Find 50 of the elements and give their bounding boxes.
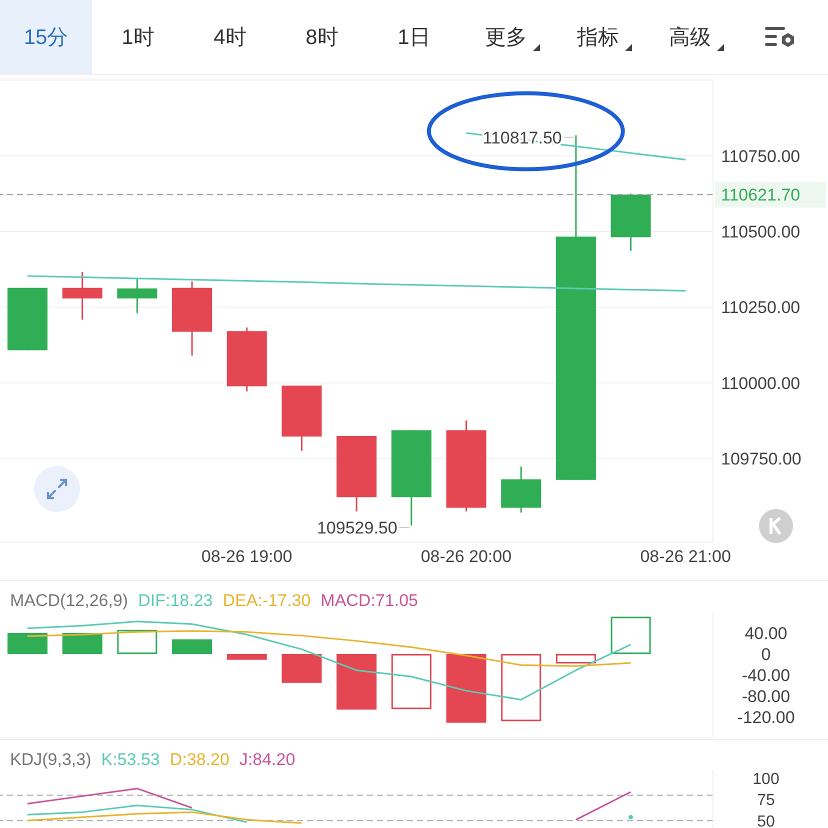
y-tick-label: 110000.00 (721, 374, 800, 393)
line-series (26, 275, 686, 292)
chart-title: KDJ(9,3,3) (10, 750, 92, 770)
x-tick-label: 08-26 21:00 (640, 547, 731, 566)
chart-title: MACD(12,26,9) (10, 591, 128, 611)
bar (391, 654, 432, 710)
text: 指标 (577, 25, 619, 51)
x-tick-label: 08-26 19:00 (201, 547, 292, 566)
text: D:38.20 (170, 750, 230, 770)
ref-line-label: 110621.70 (721, 186, 800, 205)
text: 8时 (306, 25, 338, 51)
bar (117, 630, 158, 654)
bar (610, 616, 651, 654)
bar (501, 654, 542, 722)
text: 1日 (398, 25, 430, 51)
series-label: DEA:-17.30 (222, 591, 311, 611)
text: 15分 (24, 25, 68, 51)
text: MACD:71.05 (320, 591, 418, 611)
text: 1时 (122, 25, 154, 51)
y-tick-label: 0 (761, 645, 771, 664)
line-series (26, 811, 302, 824)
x-tick-label: 08-26 20:00 (420, 547, 512, 566)
bar (172, 639, 212, 654)
y-tick-label: 110250.00 (721, 298, 800, 318)
bar (336, 654, 377, 710)
line-series (26, 630, 632, 667)
annotation: 109529.50 (316, 518, 398, 538)
bar (7, 633, 48, 654)
y-tick-label: 100 (752, 771, 780, 788)
y-tick-label: 110750.00 (721, 146, 800, 166)
y-tick-label: -120.00 (737, 708, 795, 728)
y-tick-label: 75 (757, 792, 775, 810)
text: K:53.53 (101, 750, 160, 770)
text: 4时 (214, 25, 246, 51)
text: 高级 (669, 25, 711, 51)
y-tick-label: 110500.00 (721, 222, 800, 242)
y-tick-label: -40.00 (742, 666, 790, 686)
y-tick-label: -80.00 (742, 687, 790, 706)
bar (226, 654, 267, 660)
y-tick-label: 109750.00 (721, 450, 802, 469)
text: J:84.20 (239, 750, 296, 770)
bar (446, 654, 486, 723)
series-label: DIF:18.23 (138, 591, 213, 611)
y-tick-label: 40.00 (744, 624, 788, 644)
bar (62, 633, 102, 654)
line-series (26, 620, 632, 700)
y-tick-label: 50 (757, 813, 775, 828)
bar (282, 654, 322, 683)
text: 更多 (485, 25, 527, 51)
bar (556, 654, 596, 664)
